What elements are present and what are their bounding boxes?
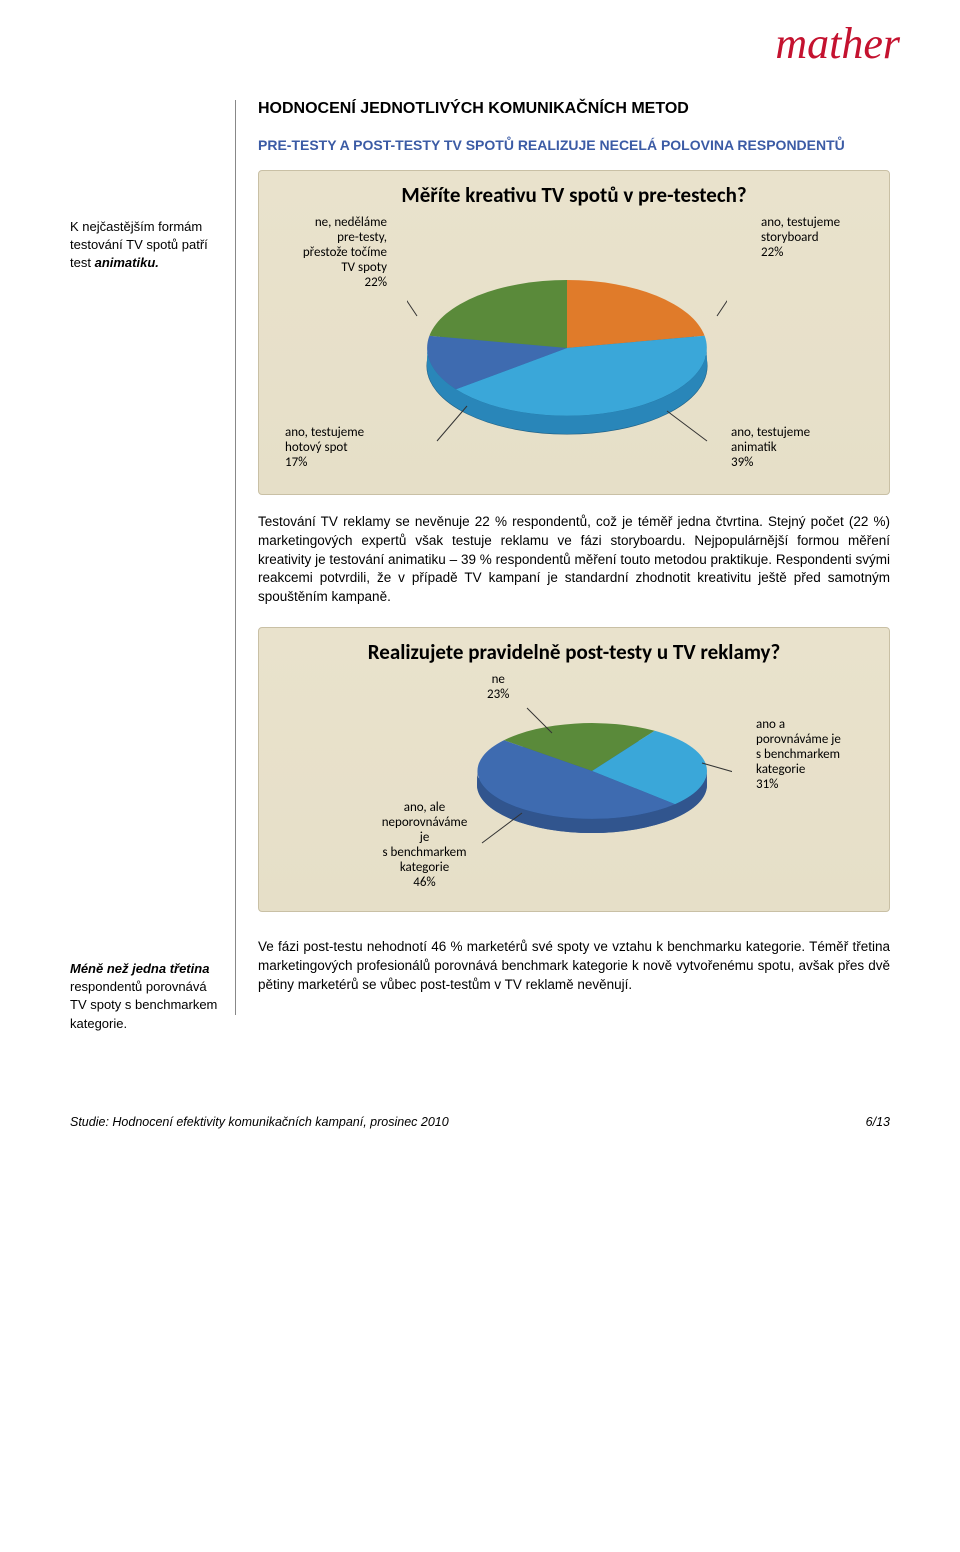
sidebar-note-1: K nejčastějším formám testování TV spotů… [70,218,225,273]
sidebar-1: K nejčastějším formám testování TV spotů… [70,100,225,1015]
chart2-label-anobm: ano aporovnáváme jes benchmarkemkategori… [756,718,871,793]
chart1-pie [407,256,727,456]
main-1: HODNOCENÍ JEDNOTLIVÝCH KOMUNIKAČNÍCH MET… [235,100,890,1015]
page-body: K nejčastějším formám testování TV spotů… [0,0,960,1085]
chart1-area: ne, nedělámepre-testy,přestože točímeTV … [277,216,871,476]
brand-logo: mather [775,18,900,69]
sidebar-2: Méně než jedna třetina respondentů porov… [70,960,225,1033]
chart1-box: Měříte kreativu TV spotů v pre-testech? [258,170,890,495]
sidebar2-rest: respondentů porovnává TV spoty s benchma… [70,979,217,1030]
sidebar2-bold: Méně než jedna třetina [70,961,209,976]
row-1: K nejčastějším formám testování TV spotů… [70,100,890,1015]
chart1-label-ne: ne, nedělámepre-testy,přestože točímeTV … [277,216,387,291]
chart2-box: Realizujete pravidelně post-testy u TV r… [258,627,890,912]
chart2-label-ne: ne23% [487,673,509,703]
footer-left: Studie: Hodnocení efektivity komunikační… [70,1115,449,1129]
paragraph-2: Ve fázi post-testu nehodnotí 46 % market… [258,938,890,995]
footer-right: 6/13 [866,1115,890,1129]
chart1-label-storyboard: ano, testujemestoryboard22% [761,216,871,261]
chart2-title: Realizujete pravidelně post-testy u TV r… [277,640,871,665]
chart1-label-hotovy: ano, testujemehotový spot17% [285,426,395,471]
chart2-area: ne23% ano aporovnáváme jes benchmarkemka… [277,673,871,893]
paragraph-1: Testování TV reklamy se nevěnuje 22 % re… [258,513,890,607]
chart1-label-animatik: ano, testujemeanimatik39% [731,426,841,471]
chart2-label-anonobm: ano, aleneporovnávámejes benchmarkemkate… [367,801,482,891]
section-title: HODNOCENÍ JEDNOTLIVÝCH KOMUNIKAČNÍCH MET… [258,100,890,118]
chart2-pie [452,703,732,853]
chart1-title: Měříte kreativu TV spotů v pre-testech? [277,183,871,208]
sidebar1-text-b: animatiku. [95,255,159,270]
page-footer: Studie: Hodnocení efektivity komunikační… [0,1085,960,1149]
subsection-title: PRE-TESTY A POST-TESTY TV SPOTŮ REALIZUJ… [258,136,890,156]
